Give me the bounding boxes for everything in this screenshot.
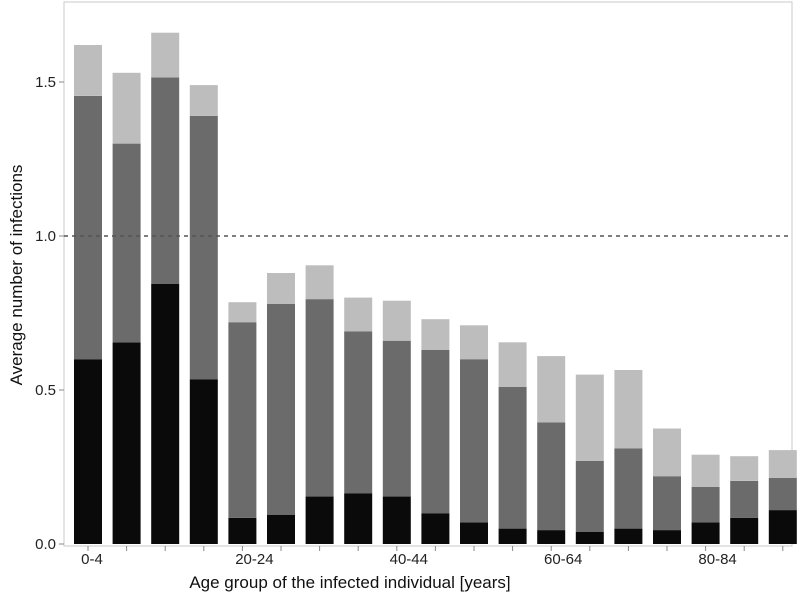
- bar-segment-65-69-series-2: [575, 460, 604, 532]
- bar-segment-70-74-series-3: [614, 370, 643, 449]
- bar-segment-80-84-series-3: [691, 454, 720, 487]
- bar-segment-55-59-series-1: [498, 528, 527, 544]
- bar-segment-45-49-series-3: [421, 319, 450, 350]
- y-tick-label: 1.0: [35, 228, 56, 245]
- bar-segment-25-29-series-2: [267, 303, 295, 515]
- bar-segment-85-89-series-1: [730, 517, 759, 544]
- bar-segment-5-9-series-2: [112, 143, 141, 343]
- bar-segment-50-54-series-2: [460, 359, 488, 523]
- bar-segment-85-89-series-3: [730, 456, 759, 481]
- bar-segment-40-44-series-2: [382, 340, 411, 497]
- bar-segment-60-64-series-2: [537, 422, 566, 531]
- bar-segment-35-39-series-2: [344, 331, 373, 494]
- bar-segment-75-79-series-2: [653, 476, 681, 531]
- bar-segment-35-39-series-3: [344, 297, 373, 332]
- bar-segment-55-59-series-3: [498, 342, 527, 387]
- bar-segment-55-59-series-2: [498, 386, 527, 529]
- x-tick-label: 20-24: [235, 551, 273, 568]
- x-tick-label: 80-84: [698, 551, 736, 568]
- bar-segment-10-14-series-1: [151, 283, 180, 544]
- bar-segment-0-4-series-1: [74, 359, 102, 544]
- bar-segment-15-19-series-1: [189, 379, 218, 544]
- x-tick-label: 40-44: [390, 551, 428, 568]
- x-tick-label: 0-4: [81, 551, 103, 568]
- bar-segment-0-4-series-3: [74, 45, 102, 96]
- bar-segment-10-14-series-3: [151, 32, 180, 78]
- bar-segment-50-54-series-3: [460, 325, 488, 360]
- y-axis-title: Average number of infections: [7, 165, 26, 386]
- bar-segment-40-44-series-3: [382, 300, 411, 341]
- bar-segment-30-34-series-2: [305, 299, 334, 497]
- bars-layer: [74, 32, 797, 544]
- bar-segment-30-34-series-3: [305, 265, 334, 300]
- bar-segment-20-24-series-3: [228, 302, 257, 323]
- bar-segment-20-24-series-2: [228, 322, 257, 518]
- bar-segment-90+-series-3: [768, 450, 797, 478]
- y-tick-label: 1.5: [35, 74, 56, 91]
- y-axis-ticks: 0.0 0.5 1.0 1.5: [35, 74, 64, 553]
- bar-segment-80-84-series-2: [691, 487, 720, 523]
- x-axis-ticks: 0-4 20-24 40-44 60-64 80-84: [81, 546, 784, 568]
- bar-segment-40-44-series-1: [382, 496, 411, 544]
- bar-segment-65-69-series-1: [575, 531, 604, 544]
- bar-segment-0-4-series-2: [74, 95, 102, 360]
- bar-segment-90+-series-1: [768, 510, 797, 544]
- bar-segment-35-39-series-1: [344, 493, 373, 544]
- y-tick-label: 0.5: [35, 382, 56, 399]
- y-tick-label: 0.0: [35, 536, 56, 553]
- bar-segment-75-79-series-3: [653, 428, 681, 477]
- bar-segment-25-29-series-3: [267, 273, 295, 304]
- bar-segment-5-9-series-1: [112, 342, 141, 544]
- bar-segment-80-84-series-1: [691, 522, 720, 544]
- bar-segment-45-49-series-1: [421, 513, 450, 544]
- bar-segment-50-54-series-1: [460, 522, 488, 544]
- bar-segment-5-9-series-3: [112, 72, 141, 144]
- bar-segment-70-74-series-2: [614, 448, 643, 529]
- x-tick-label: 60-64: [544, 551, 582, 568]
- bar-segment-60-64-series-1: [537, 530, 566, 544]
- bar-segment-70-74-series-1: [614, 528, 643, 544]
- bar-segment-75-79-series-1: [653, 530, 681, 544]
- bar-segment-10-14-series-2: [151, 77, 180, 284]
- x-axis-title: Age group of the infected individual [ye…: [189, 573, 510, 592]
- bar-segment-90+-series-2: [768, 477, 797, 511]
- bar-segment-15-19-series-2: [189, 115, 218, 380]
- bar-segment-60-64-series-3: [537, 356, 566, 423]
- bar-segment-20-24-series-1: [228, 517, 257, 544]
- bar-segment-85-89-series-2: [730, 480, 759, 518]
- bar-segment-45-49-series-2: [421, 350, 450, 514]
- bar-segment-65-69-series-3: [575, 374, 604, 461]
- bar-segment-25-29-series-1: [267, 514, 295, 544]
- bar-segment-15-19-series-3: [189, 85, 218, 116]
- bar-segment-30-34-series-1: [305, 496, 334, 544]
